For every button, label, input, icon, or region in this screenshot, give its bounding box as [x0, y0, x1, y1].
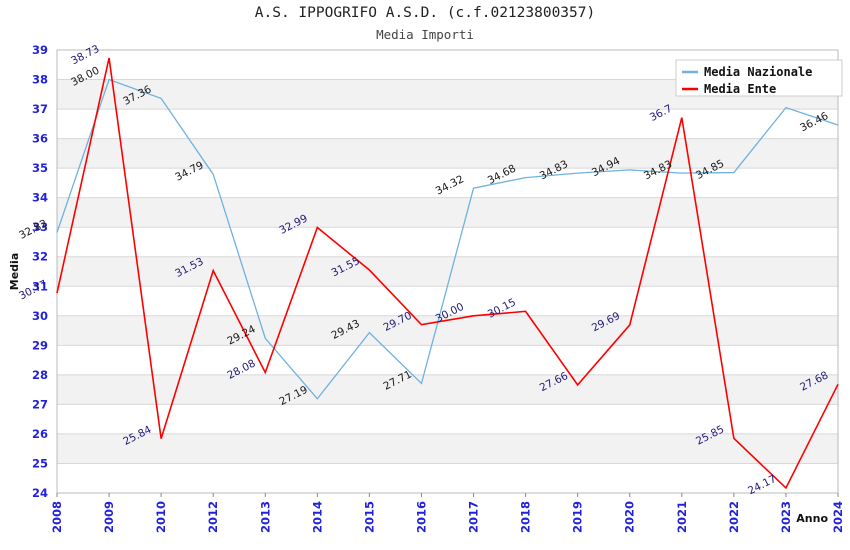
y-tick-label: 32: [32, 250, 48, 264]
y-tick-label: 39: [32, 43, 48, 57]
y-tick-label: 35: [32, 161, 48, 175]
plot-band: [57, 374, 838, 405]
x-tick-label: 2010: [154, 501, 168, 533]
y-tick-label: 28: [32, 368, 48, 382]
y-tick-label: 27: [32, 397, 48, 411]
y-tick-label: 38: [32, 73, 48, 87]
legend-box: [675, 59, 843, 97]
x-tick-label: 2024: [831, 501, 845, 533]
x-tick-label: 2009: [102, 501, 116, 533]
x-axis-title: Anno: [796, 512, 828, 525]
x-tick-label: 2013: [258, 501, 272, 533]
series-line-media-nazionale: [56, 78, 839, 400]
plot-band: [57, 197, 838, 228]
y-tick-label: 24: [32, 486, 48, 500]
x-tick-label: 2014: [310, 501, 324, 533]
legend-label: Media Nazionale: [704, 65, 812, 79]
x-tick-label: 2012: [206, 501, 220, 533]
x-tick-label: 2021: [675, 501, 689, 533]
x-tick-label: 2020: [623, 501, 637, 533]
y-tick-label: 36: [32, 132, 48, 146]
y-axis-title: Media: [8, 253, 21, 290]
legend-label: Media Ente: [704, 82, 776, 96]
y-tick-label: 31: [32, 279, 48, 293]
y-tick-label: 34: [32, 191, 48, 205]
y-tick-label: 30: [32, 309, 48, 323]
chart-subtitle: Media Importi: [376, 27, 474, 42]
plot-frame: [56, 49, 839, 494]
page-title: A.S. IPPOGRIFO A.S.D. (c.f.02123800357): [255, 5, 595, 21]
x-tick-label: 2023: [779, 501, 793, 533]
x-tick-label: 2008: [50, 501, 64, 533]
series-line-media-ente: [56, 57, 839, 490]
x-tick-label: 2022: [727, 501, 741, 533]
y-tick-label: 33: [32, 220, 48, 234]
x-tick-label: 2019: [571, 501, 585, 533]
x-tick-label: 2016: [414, 501, 428, 533]
plot-band: [57, 138, 838, 169]
y-tick-label: 26: [32, 427, 48, 441]
x-tick-label: 2018: [519, 501, 533, 533]
x-tick-label: 2017: [467, 501, 481, 533]
y-tick-label: 37: [32, 102, 48, 116]
y-tick-label: 25: [32, 456, 48, 470]
x-tick-label: 2015: [362, 501, 376, 533]
plot-band: [57, 433, 838, 464]
y-tick-label: 29: [32, 338, 48, 352]
